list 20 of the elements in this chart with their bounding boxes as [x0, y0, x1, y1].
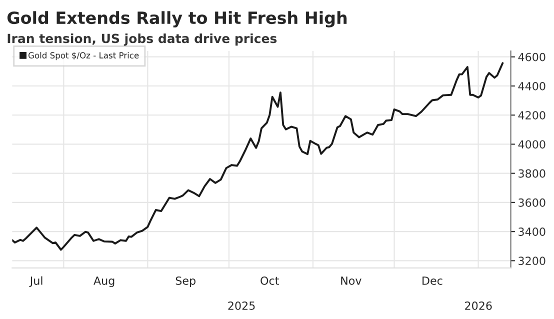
- x-tick-label: Dec: [422, 276, 442, 285]
- x-tick-label: Sep: [176, 276, 196, 288]
- x-tick-label: Oct: [260, 276, 279, 285]
- y-tick-label: 3200: [518, 256, 546, 266]
- y-tick-label: 4400: [518, 82, 546, 90]
- legend-label: Gold Spot $/Oz - Last Price: [28, 52, 139, 60]
- y-tick-label: 3800: [518, 169, 546, 178]
- x-tick-label: Aug: [94, 276, 114, 288]
- chart-title: Gold Extends Rally to Hit Fresh High: [7, 11, 347, 28]
- text: 2025: [228, 301, 255, 310]
- y-tick-label: 4000: [518, 140, 546, 149]
- x-tick-label: Jul: [29, 276, 42, 287]
- y-tick-label: 3400: [518, 228, 546, 236]
- line-series: [12, 62, 504, 251]
- y-tick-label: 4600: [518, 52, 546, 62]
- y-tick-label: 4200: [518, 111, 546, 120]
- text: 2026: [465, 301, 492, 310]
- chart-subtitle: Iran tension, US jobs data drive prices: [8, 33, 277, 46]
- x-tick-label: Nov: [341, 276, 362, 285]
- y-tick-label: 3600: [518, 198, 546, 207]
